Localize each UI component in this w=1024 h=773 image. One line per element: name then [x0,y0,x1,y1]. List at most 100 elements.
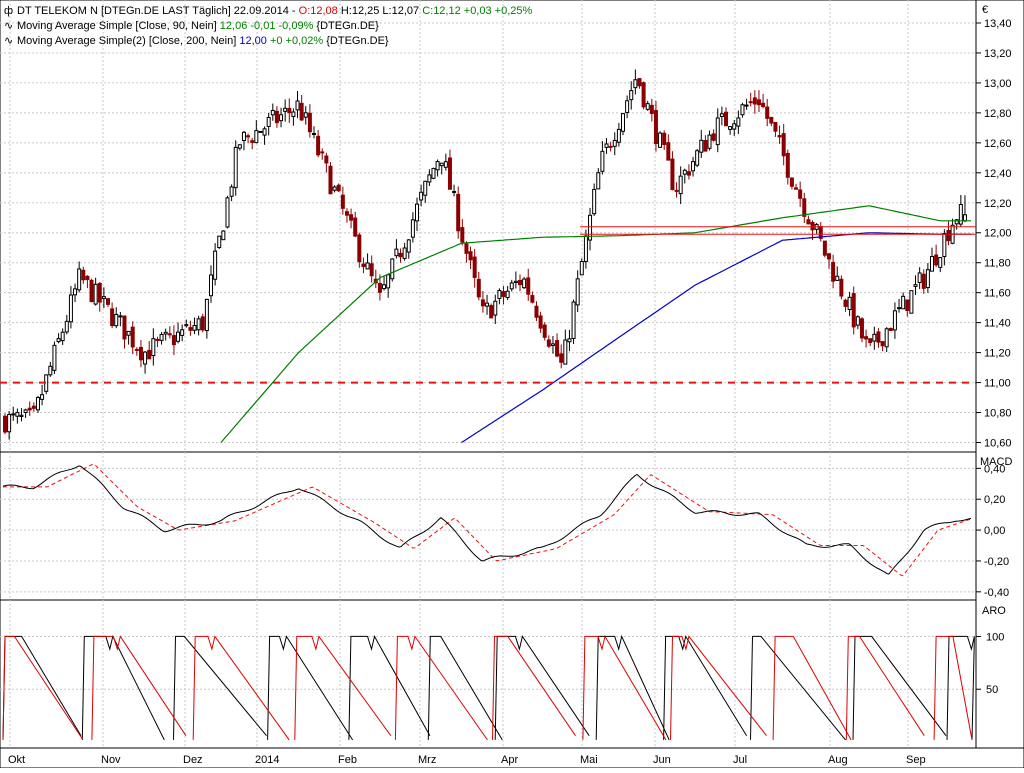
candle-body [312,132,316,135]
candle-body [266,117,271,127]
macd-y-tick-label: 0,20 [984,494,1005,506]
candle-body [287,107,292,114]
candle-body [77,268,82,291]
candle-body [382,284,387,290]
legend-ma90-suffix: {DTEGn.DE} [313,20,379,32]
candle-body [279,114,284,122]
candle-body [736,117,741,127]
candle-body [114,313,119,327]
candle-body [180,329,185,336]
candle-body [588,214,593,241]
candle-body [130,326,135,348]
candle-body [344,211,349,216]
candle-body [901,295,906,310]
candle-body [522,278,527,289]
macd-y-tick-label: 0,00 [984,525,1005,537]
candle-body [464,243,469,254]
candle-body [456,193,461,232]
price-y-tick-label: 12,40 [984,168,1012,180]
candle-body [658,132,663,148]
price-y-tick-label: 10,60 [984,438,1012,450]
candle-body [616,128,621,143]
x-tick-label: Sep [906,754,926,766]
macd-y-tick-label: -0,40 [984,587,1009,599]
candle-body [773,121,778,132]
x-tick-label: Apr [501,754,518,766]
candle-body [250,140,255,143]
candle-body [942,232,947,257]
candle-body [509,282,514,290]
candle-body [435,161,440,171]
legend: ф DT TELEKOM N [DTEGn.DE LAST Täglich] 2… [4,5,532,47]
candle-body [209,274,213,297]
price-y-tick-label: 12,60 [984,138,1012,150]
legend-line-price: DT TELEKOM N [DTEGn.DE LAST Täglich] 22.… [17,5,532,17]
x-tick-label: Aug [828,754,848,766]
candle-body [489,305,494,319]
candle-body [682,169,687,175]
candle-body [629,90,634,101]
candle-body [349,214,354,221]
candle-body [583,235,588,262]
candle-body [575,278,580,306]
candle-body [872,333,877,342]
candle-body [925,269,930,289]
aroon-layer [2,634,975,741]
candle-body [707,134,712,149]
candle-body [756,99,761,106]
candle-body [237,144,242,149]
candle-body [880,341,885,347]
candle-body [567,338,572,343]
candle-body [752,97,757,105]
candle-body [171,335,176,346]
candle-body [670,158,675,191]
candle-body [600,150,605,172]
candle-body [386,274,391,289]
candle-body [839,278,844,297]
candle-body [390,258,395,280]
candle-body [56,338,61,343]
candle-body [897,307,902,310]
candle-body [546,339,551,347]
aroon-y-tick-label: 50 [986,684,998,696]
legend-price-close: C:12,12 +0,03 +0,25% [422,5,532,17]
candle-body [353,217,358,237]
candle-body [719,113,724,117]
macd-title: MACD [980,456,1012,468]
candle-body [196,318,201,331]
candle-body [357,234,362,263]
candle-body [744,104,749,107]
candle-body [472,256,477,278]
candle-body [806,219,811,225]
price-layer [0,69,976,444]
candle-body [645,103,650,110]
candle-body [876,331,881,343]
candle-body [847,296,852,311]
candle-body [859,318,864,339]
candle-body [855,316,860,326]
candle-body [715,117,720,146]
candle-body [155,338,160,341]
candle-body [769,116,774,124]
legend-ma90-prefix: Moving Average Simple [Close, 90, Nein] [17,20,220,32]
candle-body [513,280,518,284]
candle-body [798,189,803,199]
candle-body [592,188,597,215]
candle-body [930,256,934,272]
candle-body [217,235,222,249]
macd-line [2,465,972,575]
x-tick-label: Dez [183,754,203,766]
candle-body [241,131,246,142]
candle-body [415,203,419,222]
candle-body [40,394,45,400]
price-y-tick-label: 12,80 [984,108,1012,120]
candle-body [913,284,918,287]
candle-body [73,288,78,296]
candle-body [138,346,143,361]
candle-body [320,151,325,154]
x-tick-label: Mai [580,754,598,766]
candle-body [118,315,123,318]
candle-body [398,252,403,258]
